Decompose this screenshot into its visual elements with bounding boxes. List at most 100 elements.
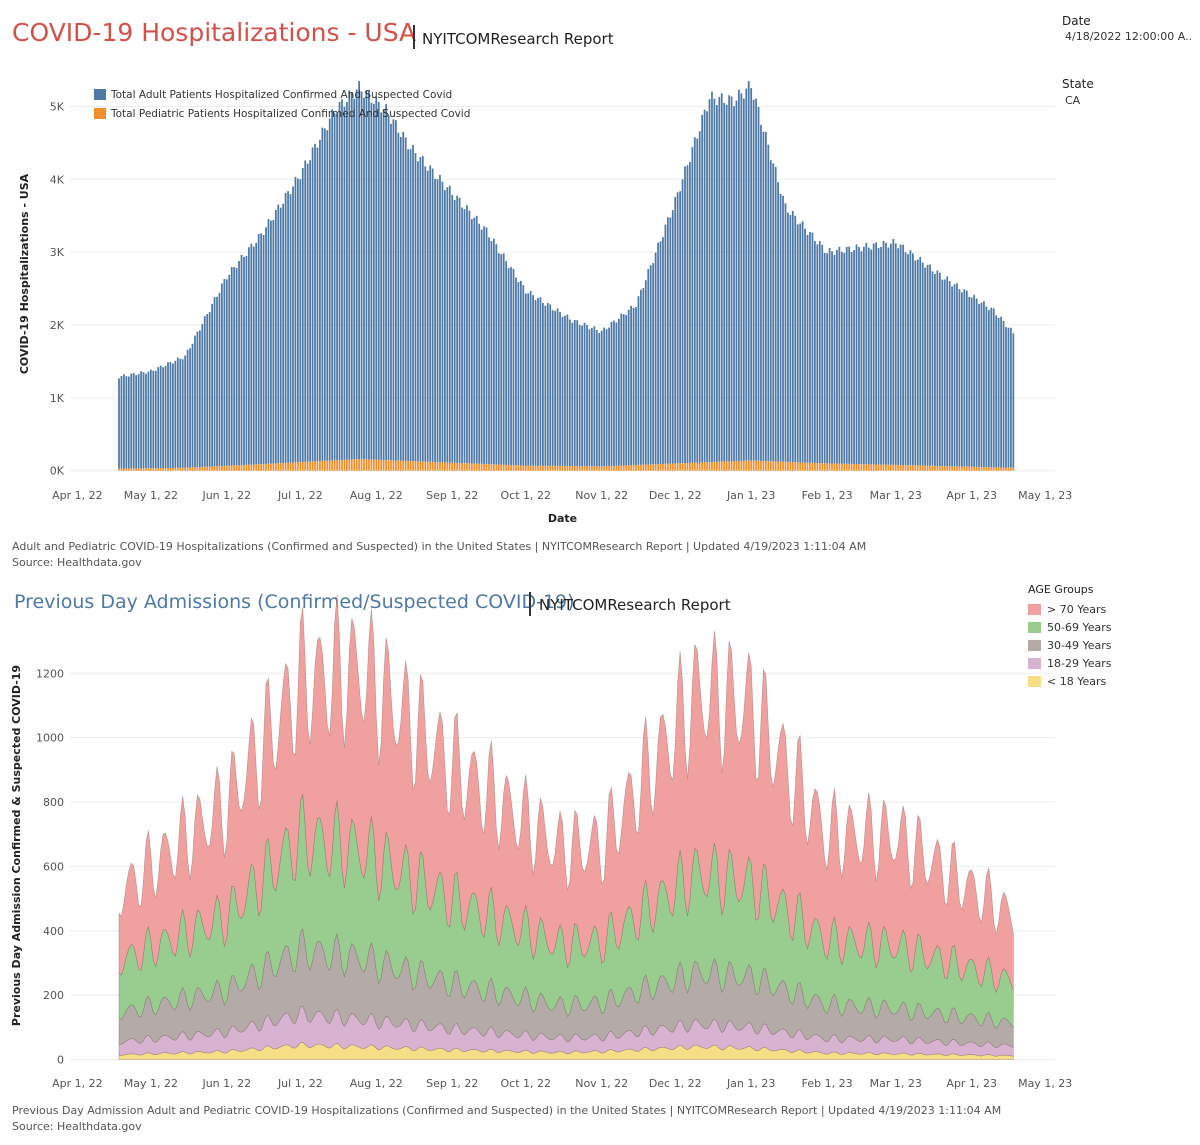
area-chart-x-tick-label: Apr 1, 22 (52, 1077, 103, 1090)
adult-bar (507, 268, 510, 465)
date-filter-value[interactable]: 4/18/2022 12:00:00 A.. (1065, 30, 1193, 43)
pediatric-bar (343, 459, 346, 471)
pediatric-bar (948, 466, 951, 471)
adult-bar (953, 284, 956, 467)
adult-bar (674, 196, 677, 464)
adult-bar (336, 113, 338, 461)
pediatric-bar (1010, 467, 1012, 471)
adult-bar (769, 160, 772, 462)
legend-item[interactable]: 30-49 Years (1028, 636, 1111, 654)
pediatric-bar (132, 468, 135, 471)
pediatric-bar (931, 465, 934, 471)
pediatric-bar (838, 463, 841, 471)
adult-bar (512, 268, 515, 466)
pediatric-bar (637, 464, 640, 471)
adult-bar (735, 100, 738, 462)
pediatric-bar (630, 465, 632, 471)
pediatric-bar (186, 467, 189, 471)
adult-bar (568, 319, 571, 467)
adult-bar (831, 251, 833, 464)
adult-bar (1000, 316, 1002, 468)
adult-bar (316, 147, 319, 462)
pediatric-bar (461, 463, 463, 471)
bar-chart-y-tick-label: 0K (50, 465, 65, 478)
pediatric-bar (755, 460, 757, 471)
area-chart-x-tick-label: Dec 1, 22 (649, 1077, 702, 1090)
state-filter-value[interactable]: CA (1065, 94, 1081, 107)
pediatric-bar (681, 463, 684, 471)
pediatric-bar (495, 464, 498, 471)
pediatric-bar (458, 462, 461, 471)
pediatric-bar (201, 466, 204, 471)
area-series50-69-years (118, 793, 1014, 1030)
pediatric-bar (934, 465, 936, 471)
pediatric-bar (779, 461, 782, 471)
pediatric-bar (544, 465, 547, 471)
pediatric-bar (777, 461, 780, 471)
pediatric-bar (296, 462, 299, 471)
adult-bar (519, 280, 522, 466)
adult-bar (230, 267, 233, 466)
pediatric-bar (642, 464, 645, 471)
adult-bar (225, 279, 228, 466)
area-chart-x-tick-label: May 1, 23 (1018, 1077, 1072, 1090)
pediatric-bar (532, 465, 534, 471)
adult-bar (527, 293, 530, 466)
legend-item[interactable]: 18-29 Years (1028, 654, 1111, 672)
pediatric-bar (125, 468, 128, 471)
adult-bar (588, 329, 591, 467)
pediatric-bar (172, 467, 174, 471)
adult-bar (750, 88, 753, 461)
pediatric-bar (130, 468, 133, 471)
legend-item[interactable]: 50-69 Years (1028, 618, 1111, 636)
legend-label: < 18 Years (1047, 674, 1107, 688)
pediatric-bar (546, 465, 549, 471)
adult-bar (365, 90, 368, 460)
adult-bar (946, 276, 949, 467)
adult-bar (679, 191, 681, 464)
bar-chart-y-tick-label: 5K (50, 100, 65, 113)
adult-bar (240, 254, 243, 466)
bar-chart-x-tick-label: Nov 1, 22 (575, 489, 628, 502)
adult-bar (885, 242, 887, 465)
pediatric-bar (764, 461, 767, 471)
state-filter-label: State (1062, 77, 1094, 91)
pediatric-bar (571, 466, 574, 471)
adult-bar (571, 322, 574, 467)
pediatric-bar (617, 465, 620, 471)
legend-label: 50-69 Years (1047, 620, 1112, 634)
pediatric-bar (872, 464, 875, 471)
adult-bar (806, 234, 809, 463)
legend-item[interactable]: > 70 Years (1028, 600, 1111, 618)
pediatric-bar (554, 465, 557, 471)
adult-bar (296, 178, 299, 463)
pediatric-bar (407, 460, 410, 471)
adult-bar (691, 146, 694, 463)
pediatric-bar (181, 467, 184, 471)
pediatric-bar (813, 462, 816, 471)
adult-bar (985, 306, 988, 468)
pediatric-bar (448, 462, 451, 471)
adult-bar (586, 325, 588, 467)
pediatric-bar (605, 466, 608, 471)
pediatric-bar (885, 464, 887, 471)
adult-bar (865, 242, 868, 465)
pediatric-bar (973, 466, 976, 471)
pediatric-bar (843, 463, 846, 471)
legend-item[interactable]: < 18 Years (1028, 672, 1111, 690)
pediatric-bar (912, 465, 914, 471)
pediatric-bar (149, 468, 152, 471)
pediatric-bar (767, 461, 770, 471)
adult-bar (284, 192, 287, 463)
adult-bar (980, 302, 983, 468)
adult-bar (510, 267, 512, 466)
adult-bar (664, 224, 667, 464)
adult-bar (843, 252, 846, 464)
adult-bar (387, 115, 390, 461)
pediatric-bar (270, 463, 272, 471)
pediatric-bar (159, 468, 162, 471)
legend-label: 18-29 Years (1047, 656, 1112, 670)
pediatric-bar (593, 466, 596, 471)
pediatric-bar (135, 468, 138, 471)
adult-bar (880, 246, 882, 465)
